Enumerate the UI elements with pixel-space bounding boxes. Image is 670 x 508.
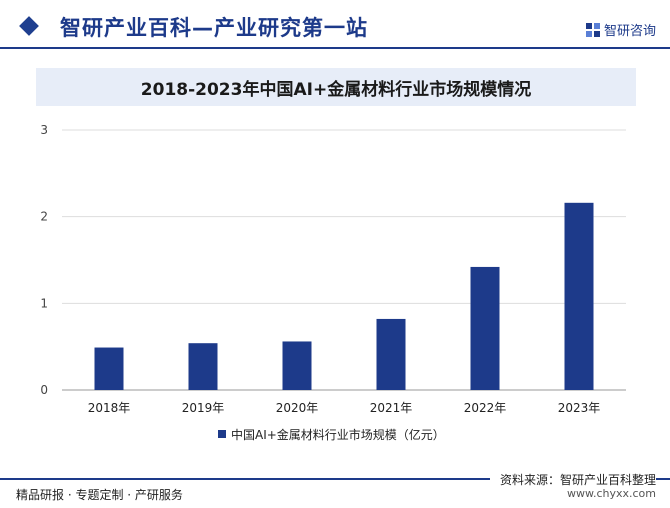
- diamond-icon: [19, 16, 39, 36]
- y-tick-label: 3: [40, 123, 48, 137]
- x-tick-label: 2022年: [464, 401, 507, 415]
- footer-divider: [0, 478, 670, 480]
- footer-services: 精品研报 · 专题定制 · 产研服务: [16, 488, 183, 502]
- bar-chart: 0 1 2 3 2018年 2019年 2020年 2021年 2022年 2023年中国AI+金…: [40, 123, 626, 442]
- header: 智研产业百科—产业研究第一站 智研咨询: [0, 0, 670, 56]
- chart-title: 2018-2023年中国AI+金属材料行业市场规模情况: [140, 79, 532, 100]
- bar: [282, 341, 312, 390]
- bar: [94, 347, 124, 390]
- x-tick-label: 2019年: [182, 401, 225, 415]
- bar: [376, 318, 406, 390]
- brand-logo[interactable]: 智研咨询: [585, 20, 656, 39]
- y-tick-label: 0: [40, 383, 48, 397]
- legend-swatch: [218, 430, 226, 438]
- x-tick-label: 2021年: [370, 401, 413, 415]
- x-tick-label: 2020年: [276, 401, 319, 415]
- y-tick-label: 1: [40, 296, 48, 310]
- source-note: 资料来源：智研产业百科整理: [489, 471, 656, 488]
- y-tick-label: 2: [40, 210, 48, 224]
- header-divider: [0, 47, 670, 49]
- chart-title-box: 2018-2023年中国AI+金属材料行业市场规模情况: [36, 68, 636, 106]
- x-tick-label: 2018年: [88, 401, 131, 415]
- x-tick-label: 2023年: [558, 401, 601, 415]
- logo-icon: [585, 22, 600, 37]
- footer-url[interactable]: www.chyxx.com: [566, 487, 656, 500]
- bar: [188, 343, 218, 390]
- bar: [564, 202, 594, 390]
- legend-label: 中国AI+金属材料行业市场规模（亿元）: [231, 427, 445, 442]
- logo-text: 智研咨询: [603, 24, 656, 39]
- bar: [470, 266, 500, 390]
- page-title: 智研产业百科—产业研究第一站: [60, 16, 368, 40]
